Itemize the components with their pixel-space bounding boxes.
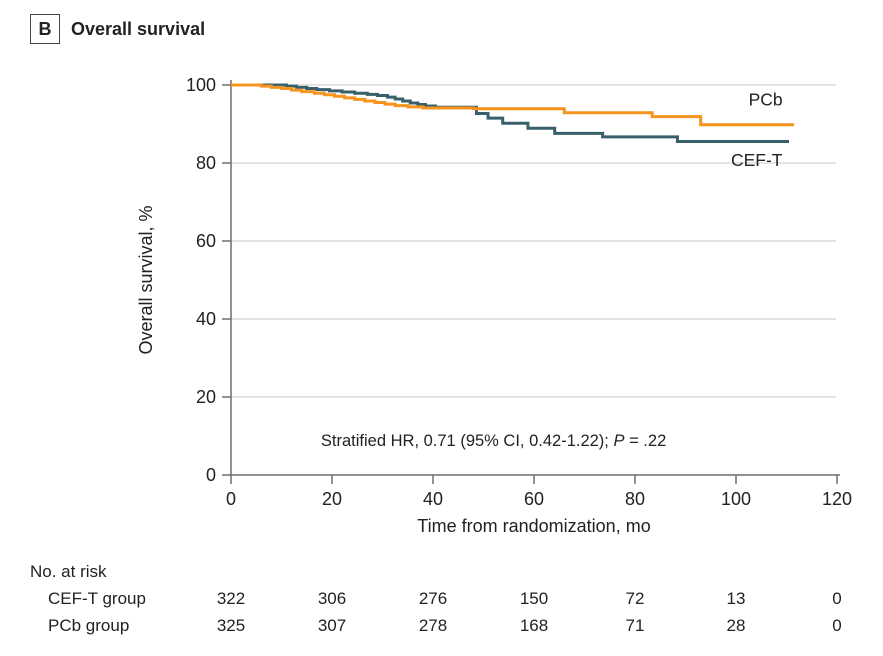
risk-table-title: No. at risk [30,562,107,581]
risk-count-pcb-t60: 168 [519,616,549,635]
km-curve-cef-t [231,83,790,144]
y-tick-label-60: 60 [196,231,216,251]
risk-count-pcb-t0: 325 [216,616,246,635]
series-label-ceft: CEF-T [731,150,783,170]
risk-count-cef-t-t60: 150 [519,589,549,608]
risk-count-cef-t-t40: 276 [418,589,448,608]
risk-count-pcb-t100: 28 [726,616,746,635]
p-value-text: = .22 [625,432,667,450]
risk-count-cef-t-t100: 13 [726,589,746,608]
page-title: Overall survival [71,18,206,39]
y-tick-label-40: 40 [196,309,216,329]
risk-count-cef-t-t0: 322 [216,589,246,608]
survival-chart: 0 20 40 60 80 100 0 20 40 60 80 100 120 Overall sur… [136,75,852,536]
panel-header: B Overall survival [30,14,205,44]
x-tick-label-100: 100 [721,489,751,509]
risk-count-cef-t-t20: 306 [317,589,347,608]
x-tick-label-120: 120 [822,489,852,509]
risk-row-label-ceft: CEF-T group [48,589,146,608]
y-tick-label-80: 80 [196,153,216,173]
risk-count-pcb-t80: 71 [625,616,645,635]
hr-annotation-text: Stratified HR, 0.71 (95% CI, 0.42-1.22); [321,432,614,450]
risk-count-pcb-t20: 307 [317,616,347,635]
km-curve-pcb [231,83,795,127]
number-at-risk-table: No. at risk CEF-T group PCb group 322 306… [0,552,883,656]
risk-count-cef-t-t80: 72 [625,589,645,608]
risk-count-cef-t-t120: 0 [832,589,842,608]
risk-count-pcb-t120: 0 [832,616,842,635]
km-chart-svg: 0 20 40 60 80 100 0 20 40 60 80 100 120 Overall sur… [136,75,852,536]
y-tick-label-100: 100 [186,75,216,95]
y-tick-label-20: 20 [196,387,216,407]
y-axis-ticks: 0 20 40 60 80 100 [186,75,231,485]
series-label-pcb: PCb [749,89,783,109]
gridlines [231,84,836,398]
panel-label-badge: B [30,14,60,44]
axes [230,80,840,476]
risk-row-label-pcb: PCb group [48,616,130,635]
x-tick-label-60: 60 [524,489,544,509]
y-tick-label-0: 0 [206,465,216,485]
x-axis-title: Time from randomization, mo [417,516,650,536]
km-curves [231,83,795,144]
hr-annotation: Stratified HR, 0.71 (95% CI, 0.42-1.22);… [321,432,666,450]
x-tick-label-0: 0 [226,489,236,509]
x-tick-label-80: 80 [625,489,645,509]
x-axis-ticks: 0 20 40 60 80 100 120 [226,475,852,509]
y-axis-title: Overall survival, % [136,205,156,354]
risk-count-pcb-t40: 278 [418,616,448,635]
p-value-symbol: P [613,432,624,450]
x-tick-label-40: 40 [423,489,443,509]
x-tick-label-20: 20 [322,489,342,509]
